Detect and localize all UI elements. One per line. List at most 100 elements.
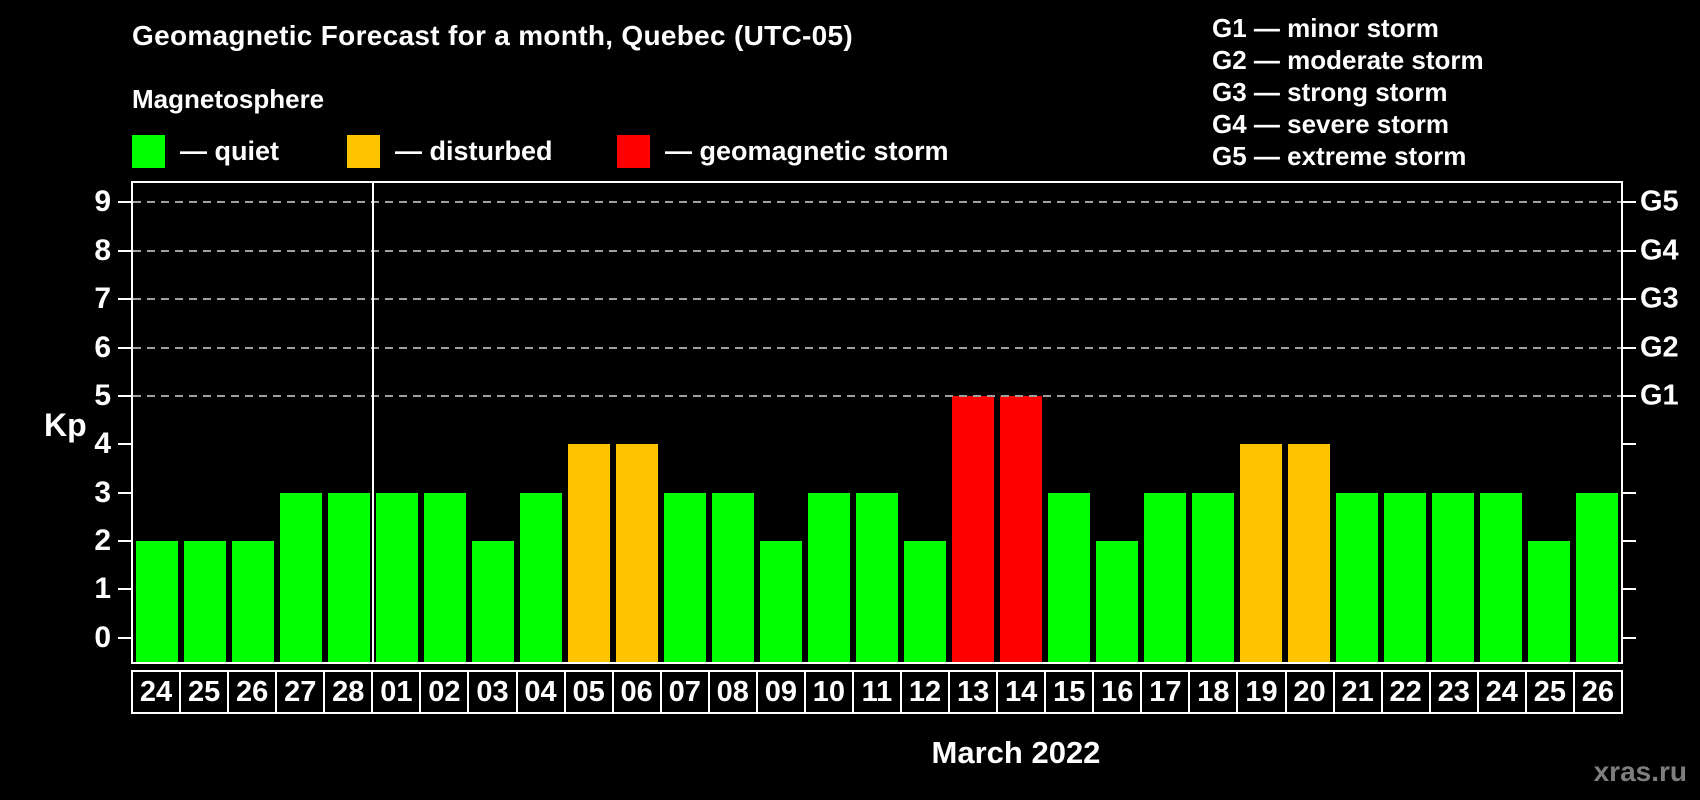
legend-label-quiet: — quiet xyxy=(180,135,279,166)
legend-item-quiet: — quiet xyxy=(132,133,279,169)
y-tick-right-6 xyxy=(1623,346,1636,349)
bar-slot xyxy=(805,183,853,662)
kp-bar-day-03 xyxy=(472,541,514,662)
bar-slot xyxy=(469,183,517,662)
y-tick-label-6: 6 xyxy=(94,330,111,364)
g-level-label-g1: G1 xyxy=(1640,379,1679,412)
day-label-20: 20 xyxy=(1284,670,1335,714)
day-label-02: 02 xyxy=(419,670,470,714)
legend-item-storm: — geomagnetic storm xyxy=(617,133,949,169)
kp-status-legend: — quiet — disturbed — geomagnetic storm xyxy=(132,133,1032,169)
day-label-11: 11 xyxy=(851,670,902,714)
bar-slot xyxy=(277,183,325,662)
day-label-05: 05 xyxy=(563,670,614,714)
plot-area: 0 1 2 3 4 5 6 7 8 9 G1 G2 G3 G4 G5 xyxy=(94,181,1679,664)
kp-bar-day-25 xyxy=(184,541,226,662)
kp-bar-day-24 xyxy=(136,541,178,662)
y-tick-label-3: 3 xyxy=(94,475,111,509)
kp-bar-day-13 xyxy=(952,395,994,662)
bar-slot xyxy=(1381,183,1429,662)
y-tick-right-1 xyxy=(1623,588,1636,591)
legend-label-disturbed: — disturbed xyxy=(395,135,553,166)
y-tick-left-2 xyxy=(118,540,131,543)
g-scale-legend-line-2: G2 — moderate storm xyxy=(1212,45,1484,75)
day-label-13: 13 xyxy=(948,670,999,714)
day-label-06: 06 xyxy=(611,670,662,714)
bar-slot xyxy=(1045,183,1093,662)
kp-bar-day-09 xyxy=(760,541,802,662)
bar-slot xyxy=(1573,183,1621,662)
kp-bar-day-07 xyxy=(664,492,706,662)
day-label-17: 17 xyxy=(1140,670,1191,714)
day-label-27: 27 xyxy=(275,670,326,714)
y-tick-right-2 xyxy=(1623,540,1636,543)
g-level-label-g5: G5 xyxy=(1640,185,1679,218)
kp-bar-day-14 xyxy=(1000,395,1042,662)
g-scale-legend-line-5: G5 — extreme storm xyxy=(1212,141,1467,171)
kp-bar-day-12 xyxy=(904,541,946,662)
bar-slot xyxy=(853,183,901,662)
y-tick-label-7: 7 xyxy=(94,282,111,316)
kp-bar-day-20 xyxy=(1288,444,1330,662)
day-label-07: 07 xyxy=(659,670,710,714)
kp-bar-day-08 xyxy=(712,492,754,662)
y-tick-right-7 xyxy=(1623,298,1636,301)
kp-bar-day-11 xyxy=(856,492,898,662)
bar-slot xyxy=(997,183,1045,662)
bar-slot xyxy=(325,183,373,662)
bar-slot xyxy=(229,183,277,662)
bar-slot xyxy=(421,183,469,662)
y-tick-label-2: 2 xyxy=(94,524,111,558)
kp-bar-day-22 xyxy=(1384,492,1426,662)
day-label-12: 12 xyxy=(900,670,951,714)
g-scale-legend-line-4: G4 — severe storm xyxy=(1212,109,1450,139)
y-tick-left-7 xyxy=(118,298,131,301)
kp-bar-day-18 xyxy=(1192,492,1234,662)
y-tick-label-9: 9 xyxy=(94,185,111,219)
bar-slot xyxy=(1093,183,1141,662)
day-label-26: 26 xyxy=(227,670,278,714)
bar-slot xyxy=(1477,183,1525,662)
day-label-19: 19 xyxy=(1236,670,1287,714)
bar-slot xyxy=(373,183,421,662)
y-tick-right-0 xyxy=(1623,636,1636,639)
g-scale-legend: G1 — minor storm G2 — moderate storm G3 — … xyxy=(1212,12,1484,172)
bar-slot xyxy=(565,183,613,662)
kp-bar-day-02 xyxy=(424,492,466,662)
gridline-kp6 xyxy=(133,346,1621,349)
kp-bar-day-16 xyxy=(1096,541,1138,662)
y-tick-label-1: 1 xyxy=(94,572,111,606)
y-tick-left-8 xyxy=(118,249,131,252)
day-label-08: 08 xyxy=(707,670,758,714)
y-tick-left-9 xyxy=(118,201,131,204)
bar-slot xyxy=(1141,183,1189,662)
chart-title: Geomagnetic Forecast for a month, Quebec… xyxy=(132,20,854,51)
day-label-28: 28 xyxy=(323,670,374,714)
watermark: xras.ru xyxy=(1593,756,1687,787)
day-label-10: 10 xyxy=(803,670,854,714)
day-label-01: 01 xyxy=(371,670,422,714)
month-separator-line xyxy=(372,183,374,662)
bar-slot xyxy=(1333,183,1381,662)
day-label-25: 25 xyxy=(1524,670,1575,714)
y-tick-label-0: 0 xyxy=(94,620,111,654)
kp-bar-day-10 xyxy=(808,492,850,662)
kp-bar-day-21 xyxy=(1336,492,1378,662)
day-label-24: 24 xyxy=(131,670,182,714)
bar-slot xyxy=(1189,183,1237,662)
bar-slot xyxy=(901,183,949,662)
bar-slot xyxy=(709,183,757,662)
kp-bar-day-28 xyxy=(328,492,370,662)
g-level-label-g2: G2 xyxy=(1640,331,1679,363)
x-axis-month-label: March 2022 xyxy=(931,735,1101,770)
y-tick-left-6 xyxy=(118,346,131,349)
day-label-22: 22 xyxy=(1380,670,1431,714)
x-axis-day-labels: 24 25 26 27 28 01 02 03 04 05 06 07 08 09 10 11 12 13 14 15… xyxy=(131,670,1623,714)
bar-slot xyxy=(1285,183,1333,662)
y-tick-label-8: 8 xyxy=(94,233,111,267)
kp-bar-day-26 xyxy=(1576,492,1618,662)
bar-slot xyxy=(133,183,181,662)
g-scale-legend-line-3: G3 — strong storm xyxy=(1212,77,1448,107)
g-level-label-g3: G3 xyxy=(1640,282,1679,315)
